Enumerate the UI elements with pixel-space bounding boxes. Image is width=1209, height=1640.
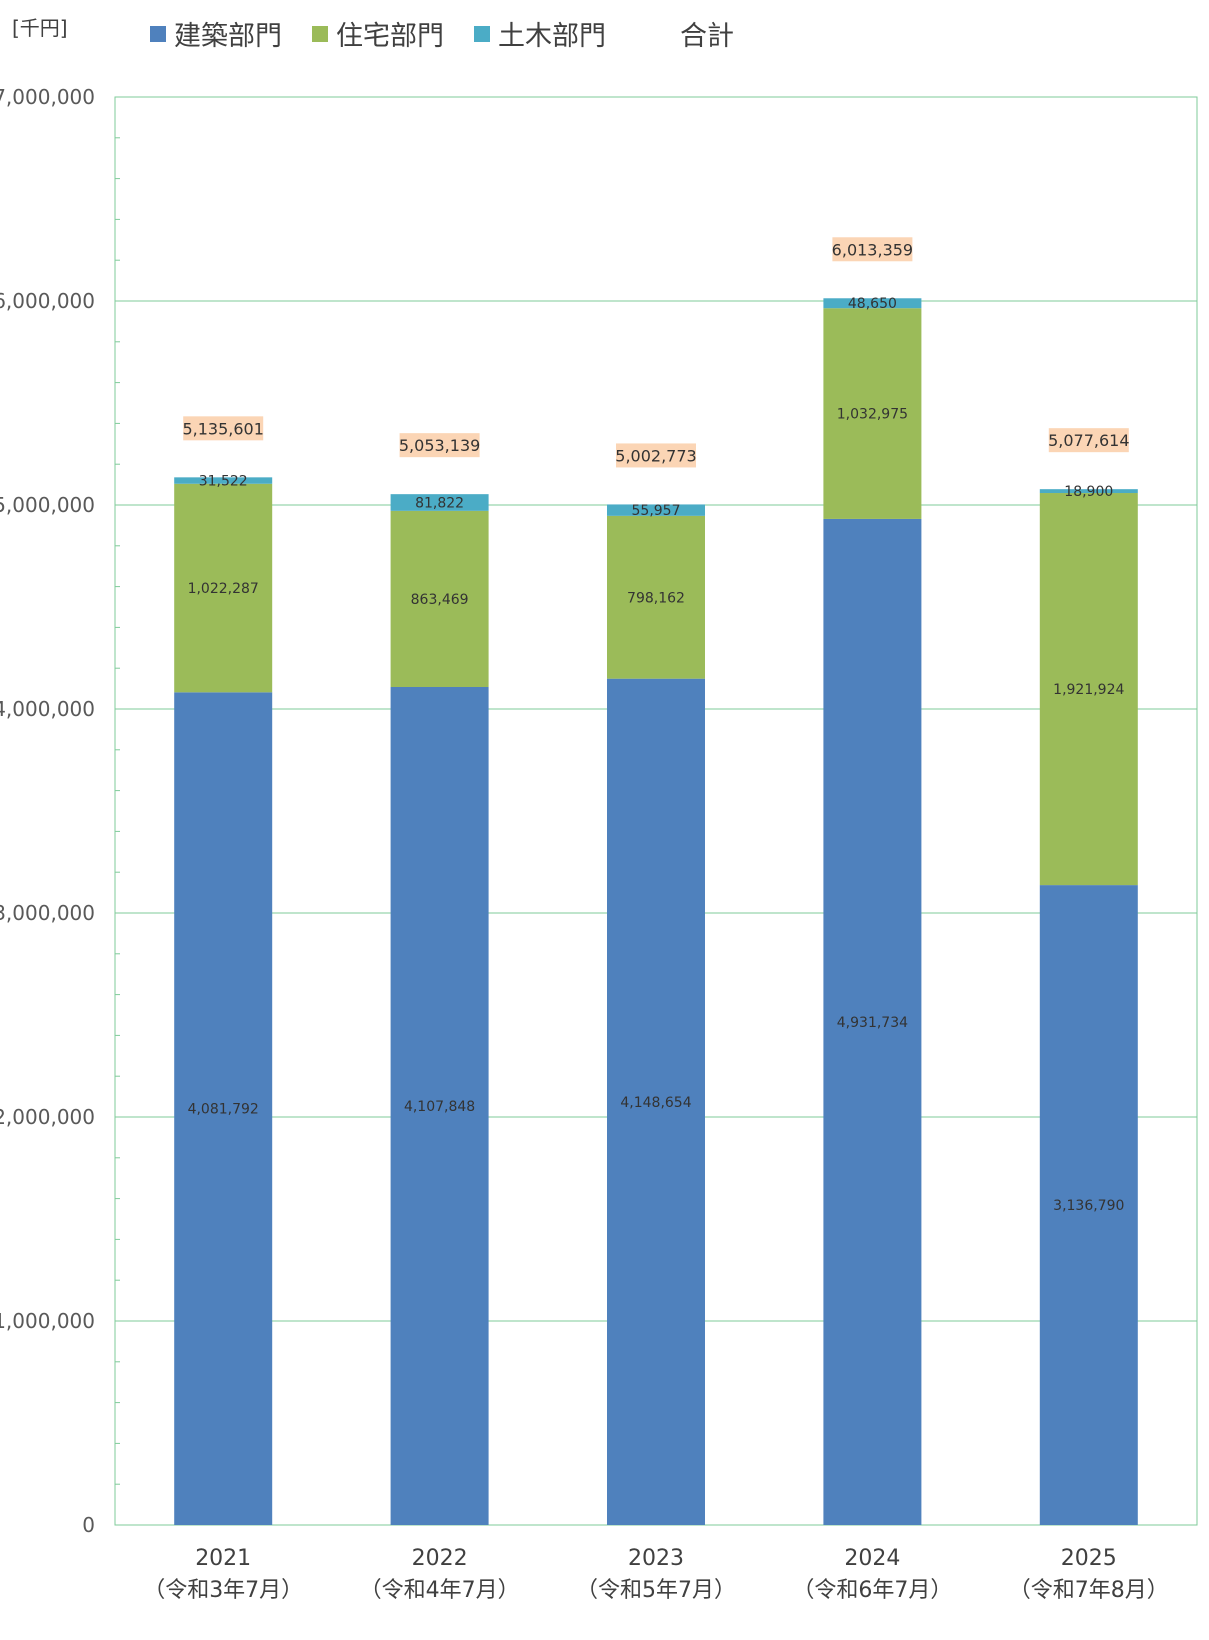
bar-segment-3 [390, 494, 489, 511]
legend-item-total: 合計 [656, 14, 734, 53]
y-tick-label: 6,000,000 [0, 289, 95, 313]
y-tick-label: 2,000,000 [0, 1105, 95, 1129]
legend-label-total: 合計 [680, 21, 734, 52]
segment-value-label: 1,921,924 [1053, 682, 1124, 698]
x-tick-label-era: （令和3年7月） [143, 1578, 303, 1603]
y-tick-label: 5,000,000 [0, 493, 95, 517]
bar-segment-2 [607, 515, 705, 679]
bar-segment-1 [174, 692, 273, 1525]
legend-swatch-kenchiku [150, 25, 166, 42]
total-value-label: 5,135,601 [182, 419, 263, 438]
total-value-label: 5,077,614 [1048, 431, 1129, 450]
segment-value-label: 55,957 [632, 503, 681, 519]
bar-segment-3 [174, 477, 273, 484]
bar-segment-3 [1039, 489, 1138, 494]
segment-value-label: 81,822 [415, 496, 464, 512]
x-tick-label-era: （令和6年7月） [792, 1578, 952, 1603]
total-value-label: 5,002,773 [615, 446, 696, 465]
segment-value-label: 48,650 [848, 296, 897, 312]
segment-value-label: 18,900 [1064, 484, 1113, 500]
legend-label-jutaku: 住宅部門 [336, 21, 444, 52]
segment-value-label: 1,032,975 [837, 407, 908, 423]
legend: 建築部門 住宅部門 土木部門 合計 [150, 14, 734, 53]
segment-value-label: 1,022,287 [188, 581, 259, 597]
segment-value-label: 4,148,654 [620, 1095, 691, 1111]
bar-segment-1 [823, 518, 922, 1525]
segment-value-label: 798,162 [627, 590, 685, 606]
bar-segment-1 [1039, 885, 1138, 1525]
x-tick-label-year: 2022 [412, 1546, 468, 1571]
total-value-label: 5,053,139 [399, 436, 480, 455]
x-tick-label-year: 2021 [195, 1546, 251, 1571]
segment-value-label: 4,107,848 [404, 1099, 475, 1115]
x-tick-label-era: （令和7年8月） [1009, 1578, 1169, 1603]
legend-swatch-jutaku [312, 25, 328, 42]
segment-value-label: 3,136,790 [1053, 1198, 1124, 1214]
legend-label-kenchiku: 建築部門 [174, 21, 282, 52]
x-tick-label-year: 2024 [844, 1546, 900, 1571]
total-label-bg [1048, 428, 1129, 453]
segment-value-label: 4,931,734 [837, 1015, 908, 1031]
legend-item-jutaku: 住宅部門 [312, 14, 444, 53]
total-value-label: 6,013,359 [832, 240, 913, 259]
unit-label: [千円] [12, 16, 68, 40]
legend-label-doboku: 土木部門 [498, 21, 606, 52]
bar-segment-2 [823, 308, 922, 519]
total-label-bg [616, 443, 696, 468]
bar-segment-1 [390, 686, 489, 1525]
segment-value-label: 4,081,792 [188, 1102, 259, 1118]
y-tick-label: 3,000,000 [0, 901, 95, 925]
total-label-bg [183, 416, 264, 441]
y-tick-label: 0 [82, 1513, 95, 1537]
legend-item-doboku: 土木部門 [474, 14, 606, 53]
bar-segment-3 [607, 504, 705, 516]
x-tick-label-year: 2023 [628, 1546, 684, 1571]
segment-value-label: 31,522 [199, 474, 248, 490]
bar-segment-1 [607, 678, 705, 1525]
total-label-bg [832, 237, 913, 262]
y-tick-label: 7,000,000 [0, 85, 95, 109]
bar-segment-2 [174, 483, 273, 693]
x-tick-label-era: （令和5年7月） [576, 1578, 736, 1603]
x-tick-label-year: 2025 [1061, 1546, 1117, 1571]
bar-segment-2 [1039, 493, 1138, 886]
x-tick-label-era: （令和4年7月） [360, 1578, 520, 1603]
segment-value-label: 863,469 [411, 592, 469, 608]
y-tick-label: 1,000,000 [0, 1309, 95, 1333]
bar-segment-3 [823, 298, 922, 309]
y-tick-label: 4,000,000 [0, 697, 95, 721]
total-label-bg [399, 433, 480, 458]
bar-segment-2 [390, 510, 489, 687]
legend-swatch-doboku [474, 25, 490, 42]
legend-item-kenchiku: 建築部門 [150, 14, 282, 53]
